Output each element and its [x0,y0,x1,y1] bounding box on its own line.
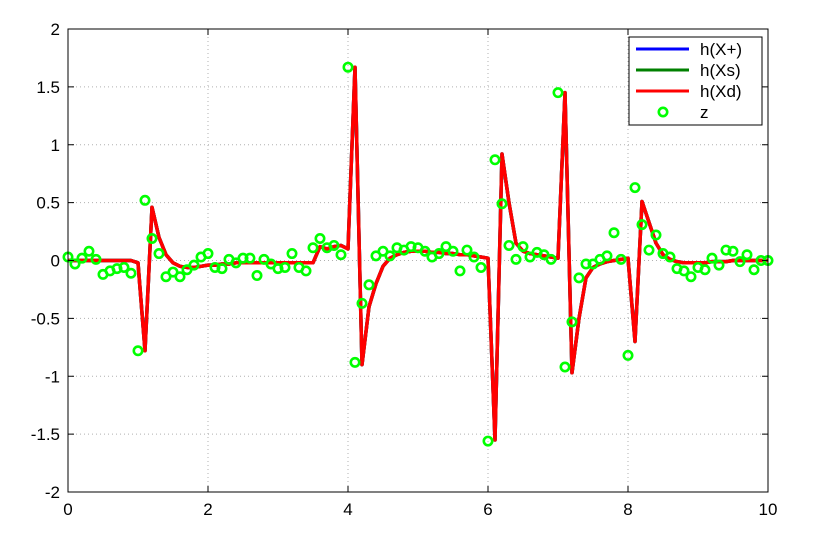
z-point [559,361,571,373]
z-point [706,252,718,264]
z-point [482,435,494,447]
z-point [202,248,214,260]
z-point [552,87,564,99]
x-tick-label: 0 [63,500,72,519]
z-point [678,265,690,277]
z-point [573,272,585,284]
z-point [580,258,592,270]
y-tick-label: -1.5 [31,425,60,444]
z-point [384,250,396,262]
z-point [146,233,158,245]
z-point [335,249,347,261]
plot-area [62,61,774,447]
z-point [76,252,88,264]
legend-label: h(Xs) [700,61,741,80]
z-point [643,244,655,256]
x-tick-label: 2 [203,500,212,519]
grid-lines [68,29,768,492]
x-tick-label: 6 [483,500,492,519]
z-point [461,244,473,256]
z-point [741,249,753,261]
z-point [475,261,487,273]
z-point [307,242,319,254]
z-point [83,245,95,257]
z-point [489,154,501,166]
z-point [454,265,466,277]
z-point [153,248,165,260]
z-point [314,233,326,245]
z-point [244,252,256,264]
y-tick-label: 0 [51,252,60,271]
z-point [566,316,578,328]
z-point [419,245,431,257]
z-point [251,270,263,282]
z-point [636,219,648,231]
z-point [545,253,557,265]
z-point [90,253,102,265]
z-point [363,279,375,291]
y-tick-label: 1.5 [36,78,60,97]
z-point [685,271,697,283]
z-point [510,253,522,265]
z-point [216,263,228,275]
y-tick-label: -0.5 [31,309,60,328]
y-tick-label: 1 [51,136,60,155]
y-tick-label: -1 [45,367,60,386]
y-tick-label: 0.5 [36,194,60,213]
z-point [300,265,312,277]
z-point [629,182,641,194]
z-point [650,229,662,241]
z-point [608,227,620,239]
z-point [139,194,151,206]
x-tick-label: 8 [623,500,632,519]
legend-label: h(X+) [700,40,742,59]
legend-label: z [700,103,709,122]
z-point [713,259,725,271]
legend-swatch-marker [657,106,669,118]
z-point [748,264,760,276]
z-point [286,248,298,260]
x-tick-label: 10 [759,500,778,519]
legend: h(X+) h(Xs) h(Xd) z [628,36,763,126]
y-tick-label: 2 [51,20,60,39]
z-point [342,61,354,73]
x-tick-label: 4 [343,500,352,519]
z-point [125,267,137,279]
z-point [622,349,634,361]
z-point [447,245,459,257]
z-point [734,256,746,268]
y-tick-label: -2 [45,483,60,502]
z-point [433,248,445,260]
z-point [664,251,676,263]
legend-label: h(Xd) [700,82,742,101]
z-point [349,356,361,368]
z-point [503,239,515,251]
z-point [468,251,480,263]
z-point [237,252,249,264]
legend-box [628,36,763,126]
z-point [328,239,340,251]
z-point [496,198,508,210]
z-point [174,271,186,283]
z-point [118,261,130,273]
z-point [727,245,739,257]
z-point [279,261,291,273]
z-point [601,250,613,262]
z-point [615,253,627,265]
z-point [188,259,200,271]
z-point [517,241,529,253]
z-point [69,258,81,270]
z-point [132,345,144,357]
axis-ticks: 0 2 4 6 8 10 -2 -1.5 -1 -0.5 0 0.5 1 1.5 2 [31,20,778,519]
z-point [356,297,368,309]
z-point [699,264,711,276]
